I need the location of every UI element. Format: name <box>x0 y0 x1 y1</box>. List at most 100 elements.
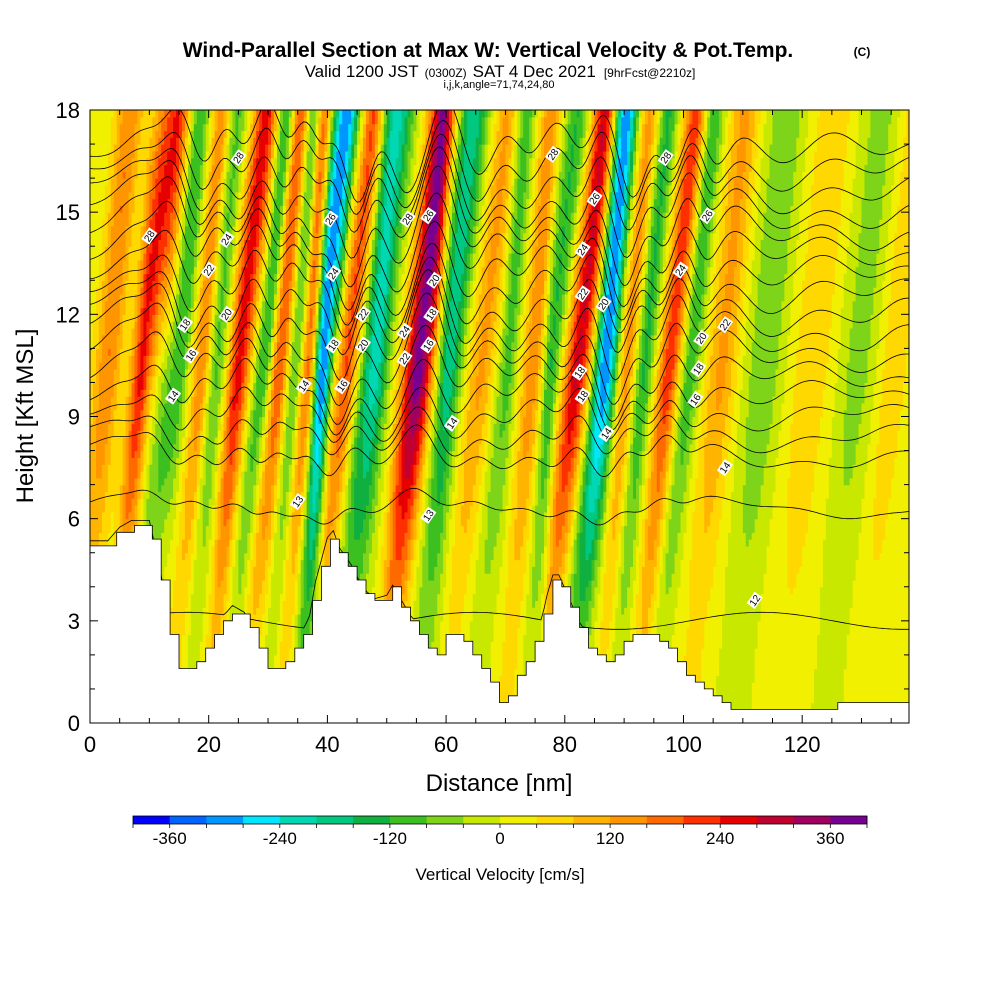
vertical-velocity-cell <box>184 627 192 636</box>
vertical-velocity-cell <box>861 511 874 520</box>
vertical-velocity-cell <box>647 525 658 533</box>
vertical-velocity-cell <box>437 430 450 438</box>
vertical-velocity-cell <box>535 600 542 608</box>
vertical-velocity-cell <box>814 695 845 704</box>
vertical-velocity-cell <box>487 525 501 533</box>
vertical-velocity-cell <box>668 545 679 554</box>
vertical-velocity-cell <box>517 498 527 506</box>
vertical-velocity-cell <box>235 559 239 567</box>
vertical-velocity-cell <box>508 532 515 540</box>
vertical-velocity-cell <box>514 525 524 533</box>
vertical-velocity-cell <box>265 641 278 649</box>
vertical-velocity-cell <box>184 620 192 629</box>
vertical-velocity-cell <box>273 654 281 663</box>
vertical-velocity-cell <box>680 511 688 520</box>
vertical-velocity-cell <box>825 498 863 506</box>
vertical-velocity-cell <box>176 559 192 567</box>
vertical-velocity-cell <box>190 600 207 608</box>
vertical-velocity-cell <box>817 661 848 670</box>
vertical-velocity-cell <box>659 539 664 547</box>
vertical-velocity-cell <box>760 498 774 506</box>
vertical-velocity-cell <box>585 586 593 595</box>
vertical-velocity-cell <box>315 423 323 431</box>
vertical-velocity-cell <box>184 511 195 520</box>
vertical-velocity-cell <box>555 505 569 513</box>
vertical-velocity-cell <box>561 552 566 561</box>
vertical-velocity-cell <box>796 573 824 581</box>
vertical-velocity-cell <box>814 470 830 479</box>
vertical-velocity-cell <box>256 532 263 540</box>
vertical-velocity-cell <box>196 552 210 561</box>
vertical-velocity-cell <box>466 573 477 581</box>
vertical-velocity-cell <box>443 525 447 533</box>
vertical-velocity-cell <box>303 539 308 547</box>
vertical-velocity-cell <box>158 470 168 479</box>
vertical-velocity-cell <box>603 579 616 588</box>
vertical-velocity-cell <box>434 627 441 636</box>
vertical-velocity-cell <box>819 600 854 608</box>
vertical-velocity-cell <box>333 511 340 520</box>
vertical-velocity-cell <box>324 559 334 567</box>
vertical-velocity-cell <box>276 498 284 506</box>
vertical-velocity-cell <box>268 566 275 574</box>
vertical-velocity-cell <box>90 518 103 527</box>
vertical-velocity-cell <box>217 505 222 513</box>
vertical-velocity-cell <box>748 539 771 547</box>
vertical-velocity-cell <box>214 545 219 554</box>
vertical-velocity-cell <box>309 552 314 561</box>
vertical-velocity-cell <box>517 634 524 642</box>
vertical-velocity-cell <box>638 566 643 574</box>
vertical-velocity-cell <box>561 579 566 588</box>
vertical-velocity-cell <box>288 505 293 513</box>
vertical-velocity-cell <box>638 525 643 533</box>
vertical-velocity-cell <box>650 620 658 629</box>
vertical-velocity-cell <box>365 511 373 520</box>
vertical-velocity-cell <box>594 593 599 601</box>
vertical-velocity-cell <box>386 593 394 601</box>
vertical-velocity-cell <box>229 505 234 513</box>
vertical-velocity-cell <box>449 593 465 601</box>
vertical-velocity-cell <box>229 525 234 533</box>
vertical-velocity-cell <box>668 532 679 540</box>
vertical-velocity-cell <box>187 464 198 472</box>
vertical-velocity-cell <box>647 532 658 540</box>
vertical-velocity-cell <box>181 641 189 649</box>
vertical-velocity-cell <box>422 579 441 588</box>
vertical-velocity-cell <box>873 525 886 533</box>
vertical-velocity-cell <box>633 579 640 588</box>
vertical-velocity-cell <box>374 505 382 513</box>
vertical-velocity-cell <box>223 470 234 479</box>
vertical-velocity-cell <box>250 450 257 458</box>
vertical-velocity-cell <box>232 593 245 601</box>
vertical-velocity-cell <box>134 511 139 520</box>
vertical-velocity-cell <box>463 593 474 601</box>
vertical-velocity-cell <box>250 573 254 581</box>
vertical-velocity-cell <box>615 627 631 636</box>
vertical-velocity-cell <box>763 579 788 588</box>
vertical-velocity-cell <box>576 505 581 513</box>
vertical-velocity-cell <box>90 532 100 540</box>
vertical-velocity-cell <box>386 511 391 520</box>
vertical-velocity-cell <box>579 505 584 513</box>
vertical-velocity-cell <box>303 552 308 561</box>
vertical-velocity-cell <box>279 661 290 670</box>
vertical-velocity-cell <box>520 600 527 608</box>
vertical-velocity-cell <box>819 620 851 629</box>
vertical-velocity-cell <box>686 525 693 533</box>
vertical-velocity-cell <box>641 614 649 622</box>
vertical-velocity-cell <box>244 552 251 561</box>
vertical-velocity-cell <box>449 607 465 615</box>
vertical-velocity-cell <box>273 566 284 574</box>
vertical-velocity-cell <box>727 539 747 547</box>
vertical-velocity-cell <box>603 552 607 561</box>
vertical-velocity-cell <box>508 525 515 533</box>
vertical-velocity-cell <box>618 552 622 561</box>
vertical-velocity-cell <box>449 627 462 636</box>
vertical-velocity-cell <box>722 634 759 642</box>
vertical-velocity-cell <box>472 532 480 540</box>
vertical-velocity-cell <box>769 436 780 445</box>
vertical-velocity-cell <box>173 477 180 486</box>
vertical-velocity-cell <box>303 593 308 601</box>
vertical-velocity-cell <box>300 539 305 547</box>
vertical-velocity-cell <box>680 566 691 574</box>
